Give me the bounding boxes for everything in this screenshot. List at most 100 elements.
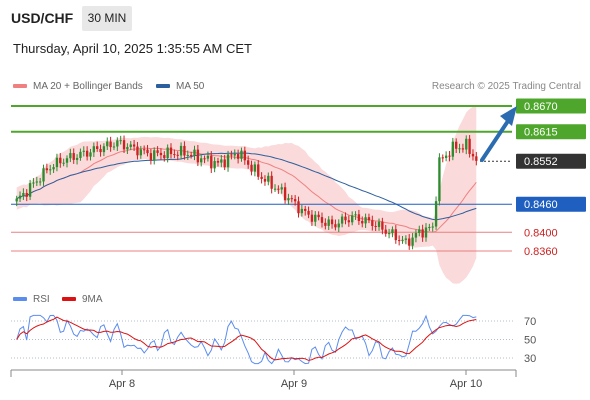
candle-body [173,154,176,156]
currency-pair-title: USD/CHF [11,10,74,26]
candle-body [434,201,438,227]
level-label-0.8460: 0.8460 [524,199,558,211]
candle-body [247,160,250,165]
legend-9ma-swatch [62,297,76,302]
candle-body [193,149,196,156]
bollinger-band [16,106,477,284]
candle-body [401,239,404,241]
candle-body [421,229,424,238]
candle-body [112,146,116,148]
legend-rsi-swatch [13,297,27,302]
candle-body [92,146,96,153]
candle-body [357,214,361,222]
level-label-0.8400: 0.8400 [524,227,558,239]
candle-body [354,214,357,216]
candle-body [179,145,183,156]
legend-ma50: MA 50 [156,81,204,92]
candle-body [273,188,277,190]
candle-body [260,176,263,179]
candle-body [59,157,62,164]
rsi-tick-50: 50 [524,335,536,347]
legend-rsi: RSI [13,294,50,305]
candle-body [99,148,102,153]
candle-body [132,144,136,147]
candle-body [96,146,99,149]
candle-body [52,167,55,170]
candle-body [89,152,92,157]
candle-body [387,233,391,235]
candle-body [230,154,233,156]
legend-rsi-label: RSI [33,294,50,305]
candle-body [283,187,287,201]
ma20-line [16,147,477,233]
candle-body [340,216,344,224]
candle-body [169,147,173,155]
legend-ma20-swatch [13,84,27,89]
candle-body [361,221,364,224]
candle-body [351,215,354,223]
candle-body [119,140,122,142]
candle-body [377,221,381,228]
candle-body [72,153,75,160]
candle-body [106,141,109,147]
candle-body [471,153,475,157]
candle-body [75,157,79,160]
candle-body [458,148,461,150]
candle-body [270,175,273,189]
candle-body [159,152,163,156]
candle-body [32,182,35,184]
candle-body [475,156,478,161]
candle-body [394,229,397,241]
legend-ma20: MA 20 + Bollinger Bands [13,81,143,92]
candle-body [45,168,49,171]
timeframe-button[interactable]: 30 MIN [82,6,132,31]
forecast-arrow-shaft [480,116,512,162]
candle-body [344,216,347,221]
candle-body [304,208,307,211]
candle-body [293,199,297,202]
candle-body [337,223,340,228]
candle-body [404,238,408,240]
candle-body [428,226,431,228]
candle-body [411,237,414,246]
candle-body [69,153,72,159]
candle-body [448,155,451,157]
candle-body [424,227,428,238]
candle-body [146,149,149,154]
candle-body [468,138,471,154]
candle-body [200,158,203,163]
candle-body [116,140,119,147]
candle-body [210,155,213,169]
candle-body [441,157,444,159]
candle-body [139,149,142,156]
candle-body [233,154,236,156]
candle-body [310,214,314,222]
candle-body [226,154,230,168]
candle-body [397,240,401,242]
candle-body [28,183,32,197]
candle-body [451,141,455,157]
candle-body [455,141,458,149]
candle-body [240,150,243,159]
candle-body [257,164,260,177]
rsi-tick-30: 30 [524,353,536,365]
timestamp: Thursday, April 10, 2025 1:35:55 AM CET [13,41,252,56]
candle-body [290,198,293,200]
candle-body [166,147,169,159]
candle-body [65,158,69,163]
candle-body [267,175,270,182]
level-label-0.8670: 0.8670 [524,101,558,113]
candle-body [277,188,280,190]
candle-body [142,149,146,151]
candle-body [408,238,411,246]
candle-body [203,158,206,160]
candle-body [317,214,320,218]
candle-body [320,217,324,223]
candle-body [330,219,334,225]
candle-body [25,192,28,197]
candle-body [367,217,371,221]
candle-body [153,150,156,161]
candle-body [196,149,200,163]
candle-body [49,169,52,171]
